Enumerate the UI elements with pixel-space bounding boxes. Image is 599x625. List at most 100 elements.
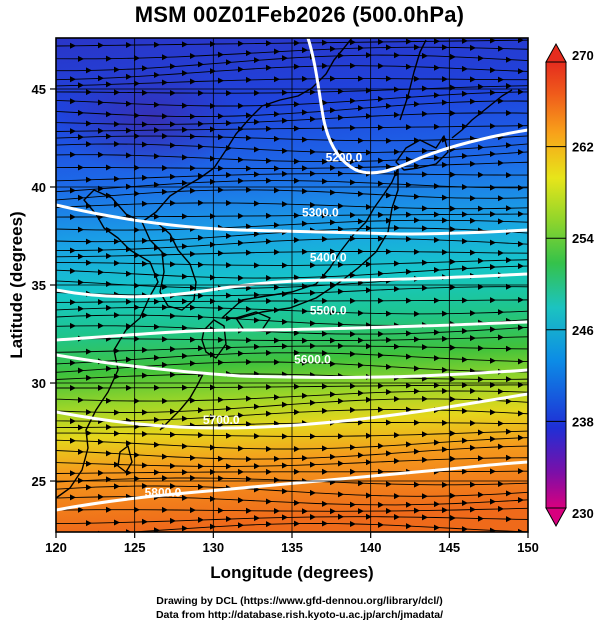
wind-arrow bbox=[378, 443, 384, 450]
wind-arrow bbox=[338, 261, 344, 268]
x-axis-label: Longitude (degrees) bbox=[210, 563, 373, 582]
wind-arrow bbox=[238, 66, 244, 73]
wind-arrow bbox=[114, 519, 120, 526]
wind-arrow bbox=[462, 152, 468, 159]
wind-arrow bbox=[294, 499, 300, 506]
wind-arrow bbox=[142, 347, 148, 354]
wind-arrow bbox=[294, 445, 300, 452]
wind-arrow bbox=[274, 337, 280, 344]
wind-arrow bbox=[182, 154, 188, 161]
streamline bbox=[56, 306, 528, 315]
wind-arrow bbox=[414, 448, 420, 455]
wind-arrow bbox=[302, 220, 308, 227]
wind-arrow bbox=[98, 299, 104, 306]
wind-arrow bbox=[414, 162, 420, 169]
wind-arrow bbox=[266, 445, 272, 452]
wind-arrow bbox=[310, 116, 316, 123]
wind-arrow bbox=[366, 513, 372, 520]
wind-arrow bbox=[470, 310, 476, 317]
wind-arrow bbox=[470, 160, 476, 167]
wind-arrow bbox=[142, 430, 148, 437]
wind-arrow bbox=[238, 239, 244, 246]
wind-arrow bbox=[394, 396, 400, 403]
wind-arrow bbox=[254, 317, 260, 324]
wind-arrow bbox=[350, 501, 356, 508]
wind-arrow bbox=[282, 170, 288, 177]
wind-arrow bbox=[422, 52, 428, 59]
wind-arrow bbox=[378, 521, 384, 528]
wind-arrow bbox=[394, 286, 400, 293]
wind-arrow bbox=[154, 153, 160, 160]
wind-arrow bbox=[406, 236, 412, 243]
wind-arrow bbox=[506, 109, 512, 116]
wind-arrow bbox=[490, 498, 496, 505]
contour-5300 bbox=[56, 203, 528, 236]
wind-arrow bbox=[154, 527, 160, 532]
wind-arrow bbox=[190, 53, 196, 60]
wind-arrow bbox=[70, 128, 76, 135]
wind-arrow bbox=[450, 455, 456, 462]
wind-arrow bbox=[238, 522, 244, 529]
wind-arrow bbox=[442, 161, 448, 168]
wind-arrow bbox=[498, 218, 504, 225]
wind-arrow bbox=[434, 524, 440, 531]
wind-arrow bbox=[422, 456, 428, 463]
wind-arrow bbox=[142, 312, 148, 319]
height-contours bbox=[56, 38, 528, 512]
wind-arrow bbox=[162, 397, 168, 404]
streamline bbox=[56, 151, 528, 163]
wind-arrow bbox=[226, 344, 232, 351]
wind-arrow bbox=[338, 460, 344, 467]
wind-arrow bbox=[282, 55, 288, 62]
wind-arrow bbox=[162, 283, 168, 290]
streamline bbox=[56, 265, 528, 279]
wind-arrow bbox=[142, 409, 148, 416]
streamline bbox=[56, 352, 528, 365]
axis-ticks: 120 125 130 135 140 145 150 25 30 35 40 45 bbox=[32, 82, 539, 555]
wind-arrow bbox=[462, 468, 468, 475]
wind-arrow bbox=[238, 350, 244, 357]
wind-arrow bbox=[450, 205, 456, 212]
wind-arrow bbox=[442, 99, 448, 106]
colorbar-ticks: 270 262 254 246 238 230 bbox=[546, 48, 594, 521]
wind-arrow bbox=[70, 359, 76, 366]
wind-arrow bbox=[78, 305, 84, 312]
wind-arrow bbox=[254, 433, 260, 440]
wind-arrow bbox=[114, 66, 120, 73]
wind-arrow bbox=[434, 382, 440, 389]
wind-arrow bbox=[378, 211, 384, 218]
wind-arrow bbox=[378, 157, 384, 164]
wind-arrow bbox=[170, 517, 176, 524]
wind-arrow bbox=[294, 177, 300, 184]
wind-arrow bbox=[450, 226, 456, 233]
wind-arrow bbox=[338, 149, 344, 156]
wind-arrow bbox=[114, 238, 120, 245]
wind-arrow bbox=[282, 318, 288, 325]
wind-arrow bbox=[386, 310, 392, 317]
wind-arrow bbox=[406, 353, 412, 360]
wind-arrow bbox=[406, 156, 412, 163]
wind-arrow bbox=[182, 469, 188, 476]
wind-arrow bbox=[106, 281, 112, 288]
wind-arrow bbox=[322, 445, 328, 452]
wind-arrow bbox=[470, 195, 476, 202]
wind-arrow bbox=[106, 133, 112, 140]
wind-arrow bbox=[358, 248, 364, 255]
wind-arrow bbox=[182, 213, 188, 220]
wind-arrow bbox=[366, 203, 372, 210]
wind-arrow bbox=[442, 446, 448, 453]
wind-arrow bbox=[310, 202, 316, 209]
wind-arrow bbox=[518, 240, 524, 247]
wind-arrow bbox=[394, 111, 400, 118]
wind-arrow bbox=[266, 521, 272, 528]
wind-arrow bbox=[462, 211, 468, 218]
wind-arrow bbox=[518, 497, 524, 504]
colorbar-tick-label: 254 bbox=[572, 231, 594, 246]
wind-arrow bbox=[142, 89, 148, 96]
wind-arrow bbox=[134, 164, 140, 171]
wind-arrow bbox=[378, 297, 384, 304]
wind-arrow bbox=[282, 147, 288, 154]
wind-arrow bbox=[450, 110, 456, 117]
wind-arrow bbox=[238, 156, 244, 163]
wind-arrow bbox=[190, 187, 196, 194]
